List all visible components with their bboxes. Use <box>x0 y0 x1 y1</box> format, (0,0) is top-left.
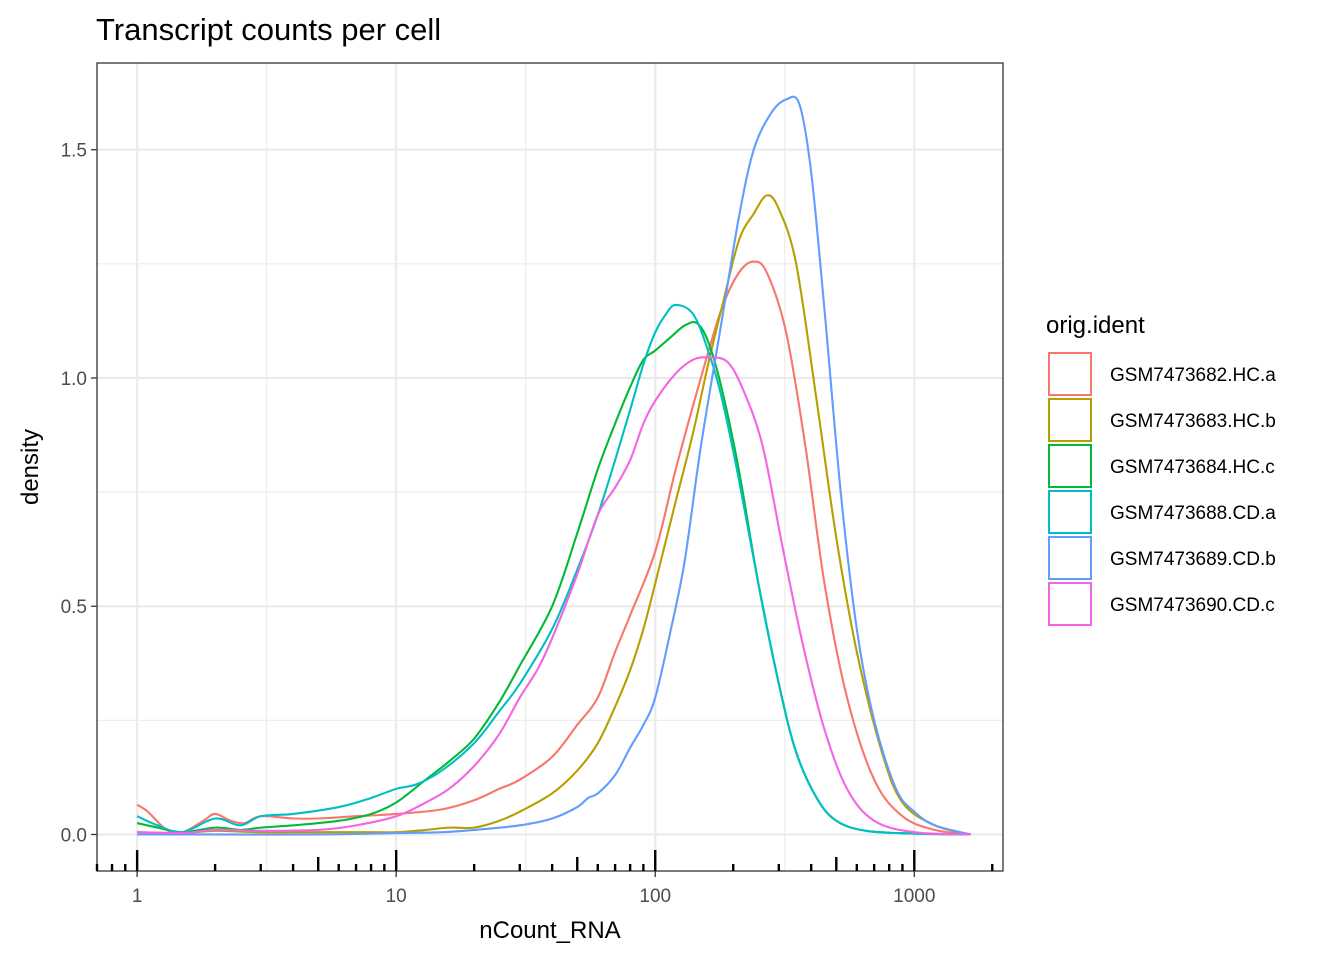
legend-label: GSM7473682.HC.a <box>1110 365 1276 386</box>
legend-key <box>1048 444 1092 488</box>
legend-label: GSM7473683.HC.b <box>1110 411 1276 432</box>
x-tick-label: 100 <box>639 886 671 907</box>
y-tick-label: 0.0 <box>61 825 87 846</box>
x-axis-title: nCount_RNA <box>479 917 620 944</box>
y-axis: 0.0 0.5 1.0 1.5 <box>61 141 97 846</box>
legend-label: GSM7473690.CD.c <box>1110 595 1275 616</box>
legend-key <box>1048 352 1092 396</box>
legend-key <box>1048 582 1092 626</box>
series-line <box>137 356 971 836</box>
legend-key <box>1048 490 1092 534</box>
x-tick-label: 1000 <box>893 886 935 907</box>
legend-key <box>1048 536 1092 580</box>
y-axis-title: density <box>17 429 44 505</box>
legend-title: orig.ident <box>1046 312 1145 339</box>
chart-title: Transcript counts per cell <box>96 12 441 47</box>
grid-lines <box>97 63 1003 871</box>
legend-label: GSM7473689.CD.b <box>1110 549 1276 570</box>
series-line <box>137 194 971 836</box>
x-tick-label: 1 <box>132 886 143 907</box>
series-lines <box>136 95 971 836</box>
legend-label: GSM7473688.CD.a <box>1110 503 1276 524</box>
series-line <box>137 95 971 836</box>
series-line <box>136 260 971 836</box>
legend-label: GSM7473684.HC.c <box>1110 457 1275 478</box>
legend: orig.ident GSM7473682.HC.a GSM7473683.HC.… <box>1046 312 1276 626</box>
series-line <box>136 303 971 836</box>
x-axis: 1 10 100 1000 <box>95 850 994 907</box>
y-tick-label: 1.0 <box>61 369 87 390</box>
plot-panel-border <box>96 62 1004 872</box>
y-tick-label: 0.5 <box>61 597 87 618</box>
legend-key <box>1048 398 1092 442</box>
x-tick-label: 10 <box>386 886 407 907</box>
y-tick-label: 1.5 <box>61 141 87 162</box>
series-line <box>136 321 971 836</box>
